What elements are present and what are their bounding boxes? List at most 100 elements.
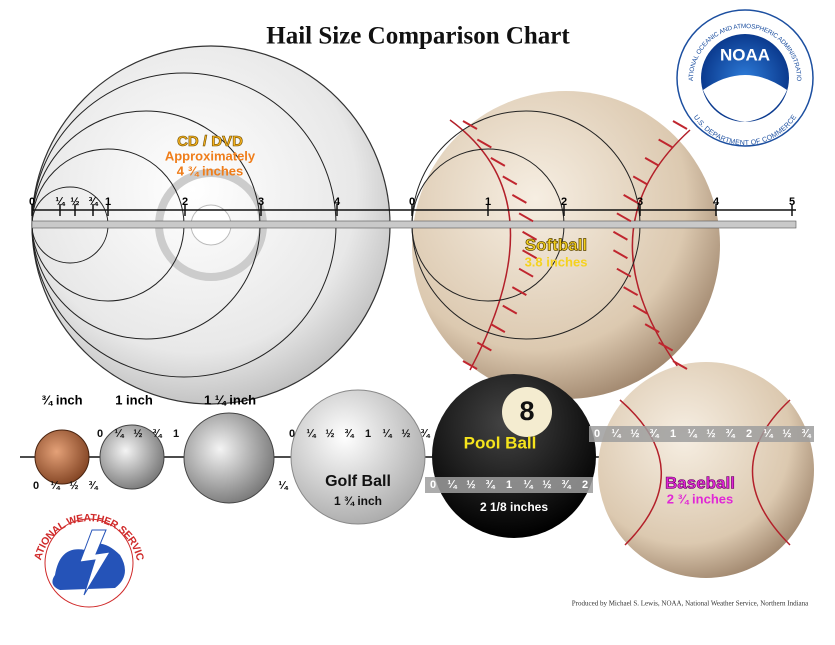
ruler-label: 3: [258, 196, 264, 208]
golf-ball: [290, 389, 426, 525]
ruler-label: ¼: [382, 428, 392, 440]
ruler-label: 0: [409, 196, 415, 208]
coin-label: ¾ inch: [41, 392, 82, 407]
ruler-label: ¼: [687, 428, 697, 440]
ruler-label: ¼: [50, 480, 60, 492]
ruler-label: ½: [542, 479, 551, 491]
stitch: [632, 304, 648, 315]
stitch: [522, 249, 538, 260]
ruler-bar: [31, 220, 797, 229]
stitch: [462, 360, 478, 370]
ruler-label: ¾: [420, 428, 430, 440]
ruler-label: 1: [173, 428, 179, 440]
ruler-label: ½: [401, 428, 410, 440]
cd-name: CD / DVD: [177, 133, 243, 150]
stitch: [612, 249, 628, 260]
stitch: [632, 175, 648, 186]
ruler-label: ¾: [649, 428, 659, 440]
stitch: [511, 286, 527, 297]
ruler-label: ¼: [763, 428, 773, 440]
golf-name: Golf Ball: [325, 473, 391, 490]
ruler-label: ¾: [801, 428, 811, 440]
stitch: [462, 120, 478, 130]
logo-bird: [703, 75, 787, 122]
stitch: [616, 267, 632, 278]
ruler-label: ¾: [561, 479, 571, 491]
ruler-label: ¼: [306, 428, 316, 440]
softball-size: 3.8 inches: [525, 254, 588, 269]
softball-figure: Softball 3.8 inches: [411, 91, 720, 399]
quarter: [99, 424, 165, 490]
ruler-bar: [425, 477, 593, 493]
ruler-label: ½: [133, 428, 142, 440]
ruler-label: ¼: [611, 428, 621, 440]
softball-name: Softball: [525, 235, 587, 254]
ruler-label: ¾: [344, 428, 354, 440]
stitch: [658, 138, 674, 149]
title: Hail Size Comparison Chart: [266, 23, 570, 50]
ruler-label: ½: [69, 480, 78, 492]
ruler-label: ½: [782, 428, 791, 440]
ruler-label: ¼: [114, 428, 124, 440]
stitch: [490, 157, 506, 167]
golf-size: 1 ¾ inch: [334, 494, 382, 508]
softball: [412, 91, 720, 399]
stitch: [623, 286, 639, 297]
ruler-label: 4: [713, 196, 720, 208]
pool-number: 8: [519, 396, 534, 426]
ruler-label: 1: [105, 196, 111, 208]
baseball: [598, 362, 814, 578]
pool-name: Pool Ball: [464, 433, 537, 452]
pool-ball: [432, 374, 596, 538]
ruler-label: 0: [289, 428, 295, 440]
logo-bolt: [79, 529, 111, 596]
stitch: [623, 193, 639, 204]
stitch: [672, 120, 688, 130]
ruler-label: ½: [706, 428, 715, 440]
stitch: [672, 360, 688, 370]
coin-label: 1 inch: [115, 392, 153, 407]
stitch: [518, 267, 534, 278]
ruler-label: 0: [33, 480, 39, 492]
ruler-label: ¾: [152, 428, 162, 440]
baseball-size: 2 ¾ inches: [667, 491, 733, 506]
cd-size: 4 ¾ inches: [177, 163, 243, 178]
stitch: [490, 323, 506, 333]
logo-acronym: NOAA: [720, 45, 770, 64]
ruler-label: 2: [582, 479, 588, 491]
stitch: [644, 323, 660, 333]
stitch: [502, 304, 518, 315]
stitch: [511, 193, 527, 204]
ruler-label: 1: [365, 428, 371, 440]
ruler-label: 1: [670, 428, 676, 440]
pool-size: 2 1/8 inches: [480, 500, 548, 514]
stitch: [502, 175, 518, 186]
stitch: [644, 157, 660, 167]
pool-ball-spot: [502, 387, 552, 437]
stitch: [616, 212, 632, 223]
ruler-label: ¼: [278, 480, 288, 492]
ruler-label: ¼: [55, 196, 65, 208]
ruler-label: 0: [29, 196, 35, 208]
stitch: [522, 230, 538, 241]
ruler-label: ¾: [88, 196, 98, 208]
baseball-name: Baseball: [665, 473, 735, 492]
ruler-label: 5: [789, 196, 795, 208]
stitch: [631, 129, 691, 371]
penny: [34, 429, 90, 485]
stitch: [612, 230, 628, 241]
credit: Produced by Michael S. Lewis, NOAA, Nati…: [572, 600, 809, 608]
ruler-label: 2: [182, 196, 188, 208]
stitch: [619, 399, 662, 546]
half-dollar: [183, 412, 275, 504]
ruler-bar: [589, 426, 814, 442]
stitch: [518, 212, 534, 223]
stitch: [476, 341, 492, 352]
stitch: [476, 138, 492, 149]
ruler-label: ¼: [447, 479, 457, 491]
ruler-label: 0: [594, 428, 600, 440]
ruler-label: ½: [466, 479, 475, 491]
